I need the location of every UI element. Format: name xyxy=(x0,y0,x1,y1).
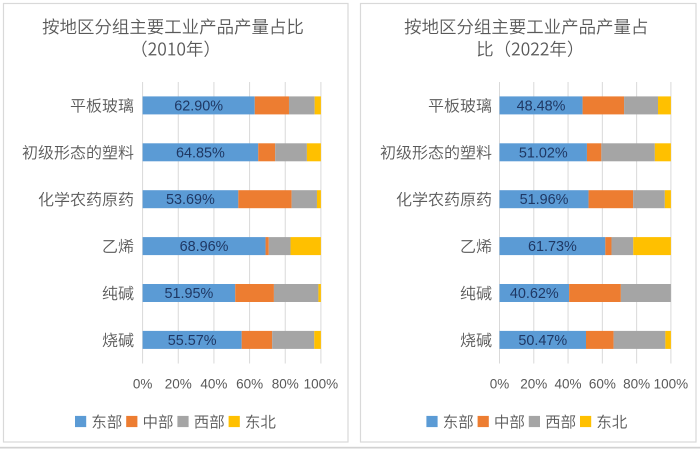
svg-text:100%: 100% xyxy=(654,377,689,392)
svg-text:68.96%: 68.96% xyxy=(180,239,229,255)
svg-text:20%: 20% xyxy=(520,377,547,392)
svg-text:60%: 60% xyxy=(589,377,616,392)
svg-text:51.96%: 51.96% xyxy=(520,192,569,208)
svg-text:100%: 100% xyxy=(304,377,339,392)
svg-text:48.48%: 48.48% xyxy=(517,98,566,114)
svg-text:0%: 0% xyxy=(133,377,153,392)
svg-text:80%: 80% xyxy=(272,377,299,392)
svg-text:40%: 40% xyxy=(200,377,227,392)
svg-text:53.69%: 53.69% xyxy=(166,192,215,208)
svg-text:20%: 20% xyxy=(165,377,192,392)
svg-text:40.62%: 40.62% xyxy=(510,286,559,302)
svg-text:51.95%: 51.95% xyxy=(165,286,214,302)
svg-text:80%: 80% xyxy=(623,377,650,392)
svg-text:51.02%: 51.02% xyxy=(519,145,568,161)
svg-text:0%: 0% xyxy=(490,377,510,392)
svg-text:62.90%: 62.90% xyxy=(174,98,223,114)
svg-text:40%: 40% xyxy=(555,377,582,392)
svg-text:61.73%: 61.73% xyxy=(528,239,577,255)
svg-text:50.47%: 50.47% xyxy=(518,333,567,349)
svg-text:55.57%: 55.57% xyxy=(168,333,217,349)
svg-text:64.85%: 64.85% xyxy=(176,145,225,161)
svg-text:60%: 60% xyxy=(236,377,263,392)
